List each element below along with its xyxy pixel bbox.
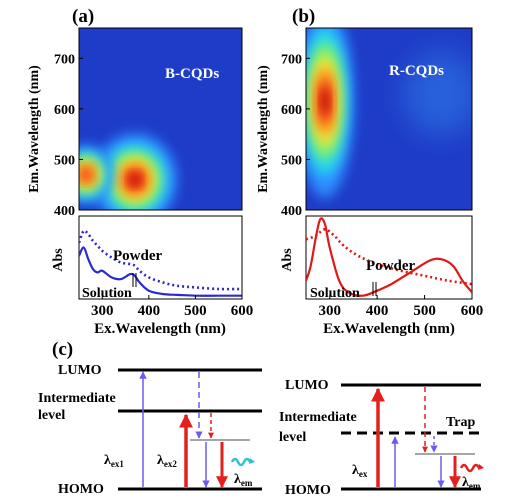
left-lambda-em: λem xyxy=(234,472,253,488)
energy-diagram-right: LUMO Intermediate level Trap HOMO λex λe… xyxy=(279,378,484,498)
heatmap-peak-0 xyxy=(306,28,354,199)
abs-a-powder-label: Powder xyxy=(113,248,162,264)
y-tick-label: 700 xyxy=(54,52,75,67)
right-level-label: level xyxy=(279,430,306,445)
left-emission-wave-icon xyxy=(230,457,252,467)
y-tick-label: 500 xyxy=(281,153,302,168)
abs-a-solution-label: Solution xyxy=(82,286,132,301)
abs-a-ylabel: Abs xyxy=(51,248,66,272)
x-tick-label: 300 xyxy=(318,303,341,319)
y-tick-label: 600 xyxy=(281,103,302,118)
panel-a-label: (a) xyxy=(72,6,94,27)
left-lumo-label: LUMO xyxy=(58,363,102,378)
y-tick-label: 700 xyxy=(281,52,302,67)
y-tick-label: 400 xyxy=(281,204,302,219)
right-homo-label: HOMO xyxy=(285,483,331,498)
series-solution xyxy=(79,246,242,297)
left-lambda-ex1: λex1 xyxy=(104,453,124,469)
panel-c-label: (c) xyxy=(52,339,73,360)
left-emission-wave-arrowhead-icon xyxy=(249,458,255,464)
x-tick-label: 600 xyxy=(461,303,484,319)
abs-panel-b: Abs Powder Solution 300 400 500 600 Ex.Wave… xyxy=(280,215,484,337)
x-tick-label: 400 xyxy=(138,303,161,319)
heatmap-peak-1 xyxy=(79,145,113,204)
panel-b-label: (b) xyxy=(292,6,315,27)
heatmap-a-annotation: B-CQDs xyxy=(165,66,219,82)
left-homo-label: HOMO xyxy=(58,482,104,497)
heatmap-peak-1 xyxy=(403,51,472,136)
x-tick-label: 400 xyxy=(366,303,389,319)
abs-a-xlabel: Ex.Wavelength (nm) xyxy=(94,321,226,337)
series-solution xyxy=(306,217,472,297)
right-intermediate-label: Intermediate xyxy=(279,410,357,425)
x-tick-label: 600 xyxy=(231,303,254,319)
right-lambda-ex: λex xyxy=(352,463,368,479)
energy-diagram-left: LUMO Intermediate level HOMO λex1 λex2 λ… xyxy=(38,363,262,497)
heatmap-a-ylabel: Em.Wavelength (nm) xyxy=(27,65,42,193)
abs-panel-a: Abs Powder Solution 300 400 500 600 Ex.Wave… xyxy=(51,215,254,337)
left-level-label: level xyxy=(38,408,65,423)
abs-b-solution-label: Solution xyxy=(310,286,360,301)
heatmap-peak-0 xyxy=(93,133,177,210)
x-tick-label: 300 xyxy=(91,303,114,319)
y-tick-label: 500 xyxy=(54,153,75,168)
heatmap-a: B-CQDs 400 500 600 700 xyxy=(54,27,243,219)
y-tick-label: 600 xyxy=(54,103,75,118)
right-emission-wave-icon xyxy=(459,463,481,473)
right-lumo-label: LUMO xyxy=(285,378,329,393)
heatmap-b: R-CQDs 400 500 600 700 xyxy=(281,27,473,219)
left-lambda-ex2: λex2 xyxy=(157,453,177,469)
heatmap-b-ylabel: Em.Wavelength (nm) xyxy=(256,65,271,193)
x-tick-label: 500 xyxy=(413,303,436,319)
abs-b-ylabel: Abs xyxy=(280,248,295,272)
right-emission-wave-arrowhead-icon xyxy=(478,464,484,470)
abs-b-xlabel: Ex.Wavelength (nm) xyxy=(323,321,455,337)
left-intermediate-label: Intermediate xyxy=(38,391,116,406)
right-trap-label: Trap xyxy=(446,415,476,430)
series-powder xyxy=(306,227,472,286)
x-tick-label: 500 xyxy=(184,303,207,319)
right-lambda-em: λem xyxy=(462,475,481,491)
abs-b-powder-label: Powder xyxy=(366,258,415,274)
y-tick-label: 400 xyxy=(54,204,75,219)
heatmap-b-annotation: R-CQDs xyxy=(389,63,444,79)
